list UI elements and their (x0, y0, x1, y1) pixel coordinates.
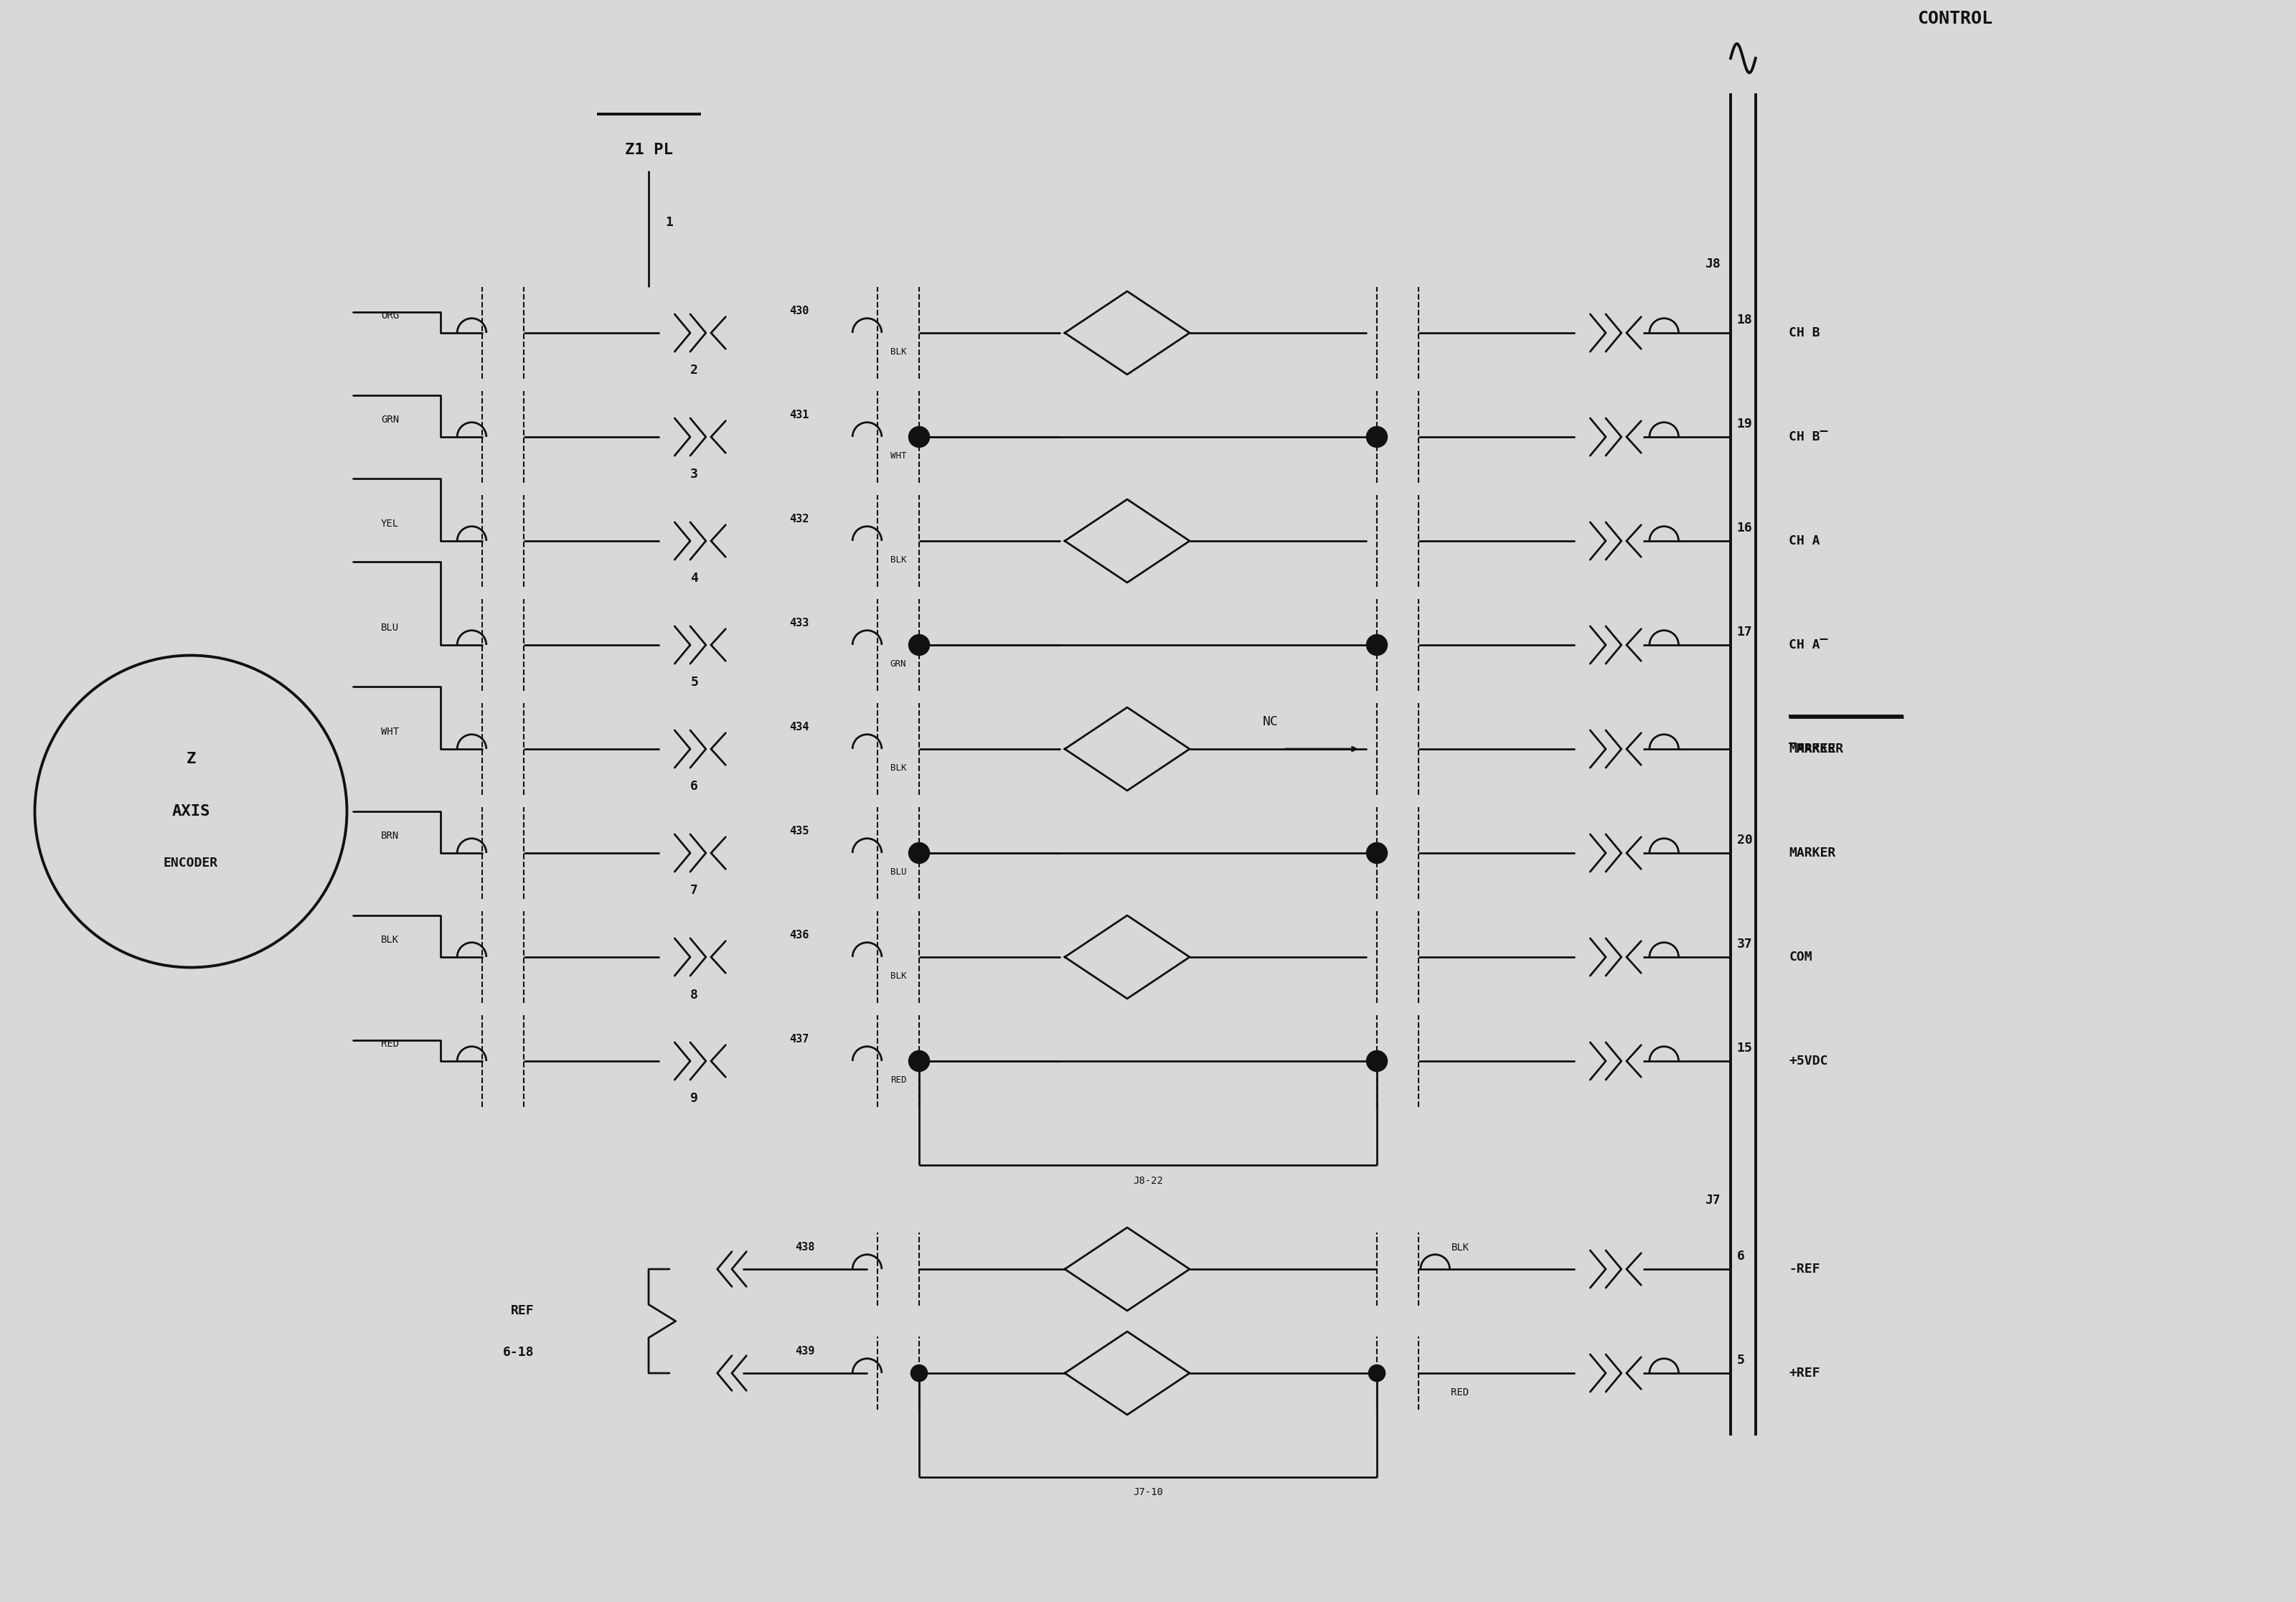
Text: 6: 6 (691, 780, 698, 793)
Text: BLK: BLK (891, 556, 907, 566)
Text: WHT: WHT (381, 726, 400, 737)
Text: 430: 430 (790, 306, 808, 316)
Text: 6-18: 6-18 (503, 1346, 535, 1358)
Circle shape (909, 426, 930, 447)
Circle shape (909, 843, 930, 863)
Text: 434: 434 (790, 721, 808, 732)
Text: 8: 8 (691, 988, 698, 1001)
Text: GRN: GRN (381, 415, 400, 425)
Text: CH A: CH A (1789, 535, 1821, 548)
Text: CH B̅: CH B̅ (1789, 431, 1828, 444)
Text: WHT: WHT (891, 452, 907, 461)
Text: 37: 37 (1736, 937, 1752, 952)
Text: 6: 6 (1736, 1250, 1745, 1262)
Circle shape (1366, 426, 1387, 447)
Text: BLU: BLU (381, 623, 400, 633)
Text: 9: 9 (691, 1093, 698, 1105)
Text: 15: 15 (1736, 1041, 1752, 1054)
Text: 19: 19 (1736, 418, 1752, 431)
Text: BLK: BLK (891, 971, 907, 980)
Text: CH A̅: CH A̅ (1789, 639, 1828, 652)
Text: CH B: CH B (1789, 327, 1821, 340)
Text: 432: 432 (790, 514, 808, 524)
Text: J8-22: J8-22 (1132, 1176, 1164, 1185)
Text: BLK: BLK (891, 348, 907, 357)
Text: Z: Z (186, 753, 195, 767)
Text: ENCODER: ENCODER (163, 857, 218, 870)
Text: 17: 17 (1736, 626, 1752, 639)
Text: 436: 436 (790, 929, 808, 940)
Circle shape (1368, 1053, 1384, 1070)
Circle shape (909, 1051, 930, 1072)
Text: 16: 16 (1736, 522, 1752, 535)
Text: 1: 1 (666, 216, 673, 229)
Text: GRN: GRN (891, 660, 907, 670)
Text: COM: COM (1789, 950, 1812, 963)
Text: 4: 4 (691, 572, 698, 585)
Text: BRN: BRN (381, 830, 400, 841)
Text: AXIS: AXIS (172, 804, 209, 819)
Text: J8: J8 (1704, 258, 1720, 271)
Text: -REF: -REF (1789, 1262, 1821, 1275)
Text: 18: 18 (1736, 314, 1752, 327)
Circle shape (1366, 843, 1387, 863)
Text: BLK: BLK (1451, 1243, 1469, 1253)
Circle shape (1366, 634, 1387, 655)
Text: Z1 PL: Z1 PL (625, 143, 673, 157)
Text: MARKER: MARKER (1789, 743, 1837, 756)
Text: CONTROL: CONTROL (1917, 10, 1993, 27)
Text: RED: RED (891, 1075, 907, 1085)
Circle shape (1368, 1365, 1384, 1381)
Circle shape (912, 1365, 928, 1381)
Text: 438: 438 (794, 1242, 815, 1253)
Circle shape (1366, 1051, 1387, 1072)
Text: 5: 5 (691, 676, 698, 689)
Text: YEL: YEL (381, 519, 400, 529)
Circle shape (909, 634, 930, 655)
Text: MARKER: MARKER (1789, 846, 1837, 859)
Text: 5: 5 (1736, 1354, 1745, 1367)
Text: NC: NC (1263, 714, 1279, 729)
Circle shape (912, 1053, 928, 1070)
Text: 437: 437 (790, 1033, 808, 1045)
Text: REF: REF (510, 1304, 535, 1317)
Text: ̅MARKER: ̅MARKER (1789, 743, 1844, 756)
Text: BLU: BLU (891, 868, 907, 876)
Text: 439: 439 (794, 1346, 815, 1357)
Text: 431: 431 (790, 410, 808, 420)
Text: ORG: ORG (381, 311, 400, 320)
Text: 433: 433 (790, 617, 808, 628)
Text: J7-10: J7-10 (1132, 1488, 1164, 1498)
Text: 20: 20 (1736, 835, 1752, 847)
Text: J7: J7 (1704, 1193, 1720, 1206)
Text: 3: 3 (691, 468, 698, 481)
Text: BLK: BLK (891, 764, 907, 772)
Text: +REF: +REF (1789, 1367, 1821, 1379)
Text: RED: RED (1451, 1387, 1469, 1399)
Text: +5VDC: +5VDC (1789, 1054, 1828, 1067)
Text: 2: 2 (691, 364, 698, 376)
Text: RED: RED (381, 1038, 400, 1049)
Text: 7: 7 (691, 884, 698, 897)
Text: 435: 435 (790, 825, 808, 836)
Text: BLK: BLK (381, 934, 400, 945)
